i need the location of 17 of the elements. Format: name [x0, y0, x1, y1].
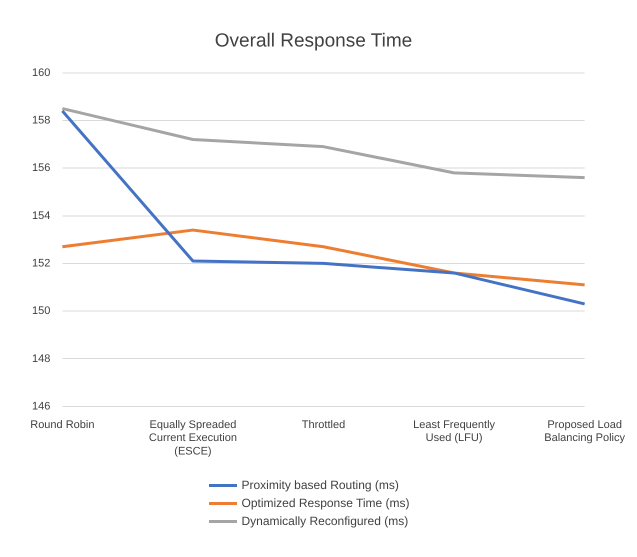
x-tick-label: Round Robin: [30, 419, 94, 432]
y-tick-label: 154: [32, 210, 50, 222]
y-tick-label: 158: [32, 114, 50, 126]
x-tick-label: Equally Spreaded Current Execution (ESCE): [148, 419, 237, 458]
legend-label: Dynamically Reconfigured (ms): [242, 514, 408, 528]
chart-title: Overall Response Time: [214, 30, 412, 52]
y-tick-label: 160: [32, 66, 50, 79]
y-tick-label: 150: [32, 305, 50, 318]
legend-label: Proximity based Routing (ms): [242, 478, 399, 492]
x-tick-label: Least Frequently Used (LFU): [413, 419, 496, 444]
y-tick-label: 146: [32, 400, 50, 412]
x-tick-label: Throttled: [302, 419, 346, 432]
y-tick-label: 152: [32, 257, 50, 270]
y-tick-label: 156: [32, 162, 50, 174]
y-tick-label: 148: [32, 352, 50, 365]
x-tick-label: Proposed Load Balancing Policy: [544, 419, 626, 444]
legend-label: Optimized Response Time (ms): [242, 496, 410, 510]
